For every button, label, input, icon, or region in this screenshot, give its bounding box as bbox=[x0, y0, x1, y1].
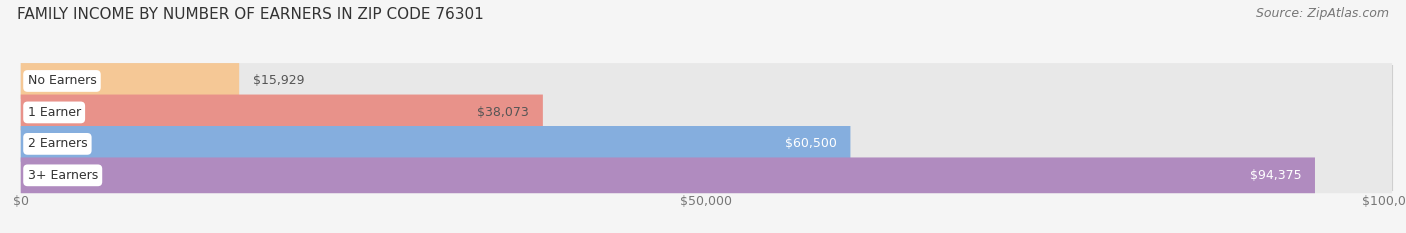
FancyBboxPatch shape bbox=[21, 158, 1315, 193]
Text: Source: ZipAtlas.com: Source: ZipAtlas.com bbox=[1256, 7, 1389, 20]
Text: FAMILY INCOME BY NUMBER OF EARNERS IN ZIP CODE 76301: FAMILY INCOME BY NUMBER OF EARNERS IN ZI… bbox=[17, 7, 484, 22]
FancyBboxPatch shape bbox=[21, 126, 1392, 162]
FancyBboxPatch shape bbox=[21, 126, 851, 162]
FancyBboxPatch shape bbox=[21, 63, 239, 99]
Text: $60,500: $60,500 bbox=[785, 137, 837, 150]
Text: $15,929: $15,929 bbox=[253, 75, 305, 87]
FancyBboxPatch shape bbox=[21, 95, 543, 130]
Text: 3+ Earners: 3+ Earners bbox=[28, 169, 98, 182]
Text: 2 Earners: 2 Earners bbox=[28, 137, 87, 150]
Text: 1 Earner: 1 Earner bbox=[28, 106, 80, 119]
Text: $94,375: $94,375 bbox=[1250, 169, 1302, 182]
FancyBboxPatch shape bbox=[21, 158, 1392, 193]
Text: $38,073: $38,073 bbox=[478, 106, 529, 119]
FancyBboxPatch shape bbox=[21, 63, 1392, 99]
Text: No Earners: No Earners bbox=[28, 75, 97, 87]
FancyBboxPatch shape bbox=[21, 95, 1392, 130]
